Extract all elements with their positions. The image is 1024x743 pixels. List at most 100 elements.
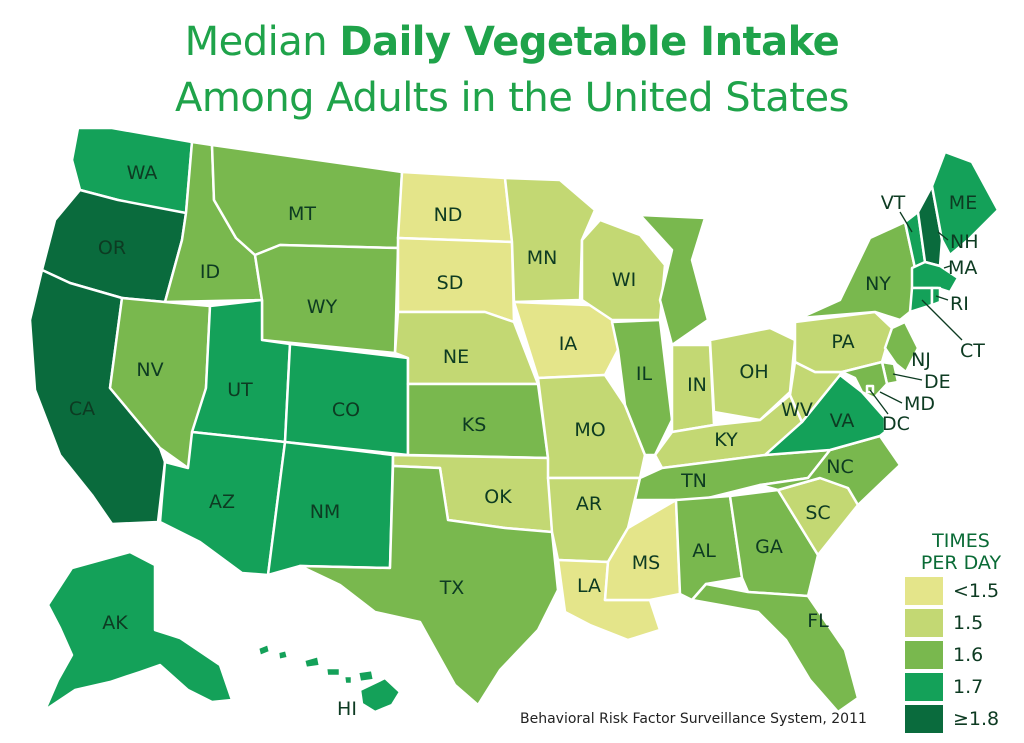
label-hi: HI: [337, 698, 357, 720]
state-mo[interactable]: [536, 373, 647, 480]
title-line-1: Median Daily Vegetable Intake: [0, 14, 1024, 70]
state-il[interactable]: [610, 318, 674, 457]
leader-de: [892, 373, 923, 381]
legend-label: 1.5: [953, 612, 984, 634]
state-md[interactable]: [840, 360, 889, 400]
label-va: VA: [830, 410, 855, 432]
label-al: AL: [692, 540, 716, 562]
label-nc: NC: [826, 456, 853, 478]
leader-ma: [943, 265, 951, 269]
label-nv: NV: [136, 359, 163, 381]
label-wa: WA: [127, 162, 158, 184]
state-hi[interactable]: [256, 642, 402, 714]
state-dc[interactable]: [865, 384, 875, 394]
label-sc: SC: [805, 502, 830, 524]
label-mo: MO: [574, 419, 605, 441]
state-labels: WA OR CA ID NV MT WY UT CO AZ NM ND SD N…: [69, 162, 985, 720]
state-ak[interactable]: [43, 550, 234, 712]
label-ms: MS: [632, 552, 660, 574]
legend-swatch: [905, 673, 943, 701]
legend-swatch: [905, 609, 943, 637]
label-wy: WY: [307, 296, 338, 318]
leader-md: [879, 391, 903, 404]
label-ne: NE: [443, 346, 469, 368]
label-pa: PA: [831, 331, 854, 353]
state-mi[interactable]: [638, 213, 710, 347]
label-fl: FL: [807, 610, 829, 632]
label-md: MD: [904, 393, 935, 415]
label-nm: NM: [310, 501, 341, 523]
label-me: ME: [949, 192, 977, 214]
label-id: ID: [200, 261, 220, 283]
label-tn: TN: [680, 470, 707, 492]
legend-item: 1.5: [905, 608, 1017, 638]
label-la: LA: [577, 575, 601, 597]
label-ct: CT: [960, 340, 985, 362]
state-fl[interactable]: [690, 582, 860, 714]
state-me[interactable]: [930, 150, 1000, 257]
legend-item: ≥1.8: [905, 704, 1017, 734]
leader-ri: [935, 295, 949, 301]
legend-swatch: [905, 705, 943, 733]
label-de: DE: [924, 371, 951, 393]
legend-item: 1.6: [905, 640, 1017, 670]
label-nh: NH: [950, 231, 979, 253]
label-ny: NY: [865, 273, 891, 295]
legend-label: ≥1.8: [953, 708, 1000, 730]
label-mn: MN: [527, 247, 558, 269]
title-prefix: Median: [184, 19, 328, 65]
label-ak: AK: [102, 612, 128, 634]
legend-item: 1.7: [905, 672, 1017, 702]
legend-title: TIMES PER DAY: [905, 530, 1017, 574]
source-note: Behavioral Risk Factor Surveillance Syst…: [520, 711, 867, 727]
state-tx[interactable]: [298, 464, 560, 707]
label-ri: RI: [950, 293, 969, 315]
legend-title-line-2: PER DAY: [920, 552, 1002, 574]
state-mt[interactable]: [210, 143, 404, 257]
legend-title-line-1: TIMES: [932, 530, 990, 552]
label-wv: WV: [781, 399, 813, 421]
label-or: OR: [98, 237, 126, 259]
label-nd: ND: [434, 204, 463, 226]
label-ok: OK: [484, 486, 512, 508]
label-nj: NJ: [911, 349, 931, 371]
leader-ct: [921, 299, 963, 341]
legend: TIMES PER DAY <1.5 1.5 1.6 1.7 ≥1.8: [905, 530, 1017, 734]
state-ny[interactable]: [798, 220, 920, 322]
legend-item: <1.5: [905, 576, 1017, 606]
label-tx: TX: [439, 577, 465, 599]
legend-label: 1.7: [953, 676, 984, 698]
label-ks: KS: [462, 414, 487, 436]
label-az: AZ: [209, 491, 235, 513]
state-nj[interactable]: [883, 320, 920, 374]
leader-dc: [869, 389, 889, 415]
label-dc: DC: [882, 413, 910, 435]
label-ca: CA: [69, 398, 95, 420]
leader-lines: [869, 211, 963, 415]
label-ky: KY: [714, 429, 738, 451]
label-ia: IA: [559, 333, 578, 355]
label-in: IN: [687, 374, 707, 396]
legend-swatch: [905, 577, 943, 605]
label-ma: MA: [948, 257, 977, 279]
legend-swatch: [905, 641, 943, 669]
label-oh: OH: [739, 361, 768, 383]
state-ct[interactable]: [908, 286, 934, 314]
title-line-2: Among Adults in the United States: [175, 75, 849, 121]
label-sd: SD: [437, 272, 464, 294]
label-wi: WI: [612, 269, 636, 291]
label-il: IL: [636, 363, 653, 385]
map-title: Median Daily Vegetable Intake Among Adul…: [0, 14, 1024, 126]
label-co: CO: [332, 399, 360, 421]
legend-label: 1.6: [953, 644, 984, 666]
leader-nh: [937, 231, 949, 241]
title-bold: Daily Vegetable Intake: [339, 19, 840, 65]
label-mt: MT: [288, 203, 316, 225]
state-nh[interactable]: [916, 184, 944, 268]
leader-vt: [899, 211, 913, 233]
label-ga: GA: [755, 536, 783, 558]
label-vt: VT: [881, 192, 906, 214]
label-ut: UT: [227, 379, 253, 401]
label-ar: AR: [576, 493, 602, 515]
